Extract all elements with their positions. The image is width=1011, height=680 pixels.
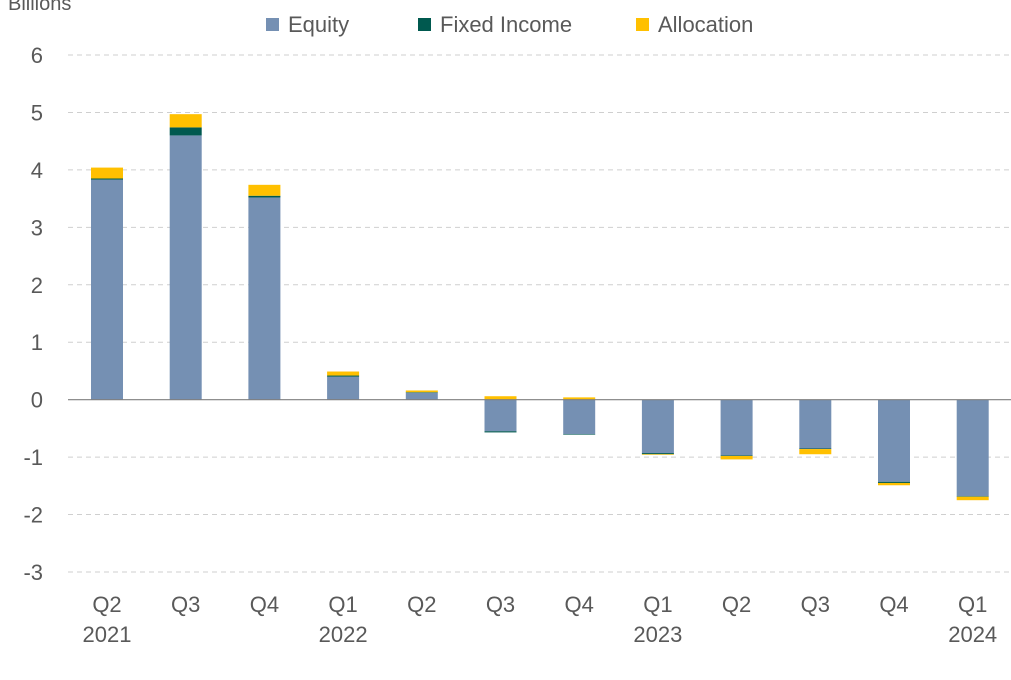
x-tick-label: Q3 (486, 592, 515, 617)
x-tick-label: Q3 (801, 592, 830, 617)
x-tick-label: Q1 (643, 592, 672, 617)
bar-segment (878, 481, 910, 483)
y-tick-label: 5 (31, 100, 43, 125)
bar-segment (91, 167, 123, 179)
bar-segment (956, 496, 989, 501)
bar-segment (91, 178, 123, 180)
x-tick-label: Q2 (407, 592, 436, 617)
y-tick-label: -3 (23, 560, 43, 585)
y-unit-label: Billions (8, 0, 71, 15)
bar-segment (878, 399, 910, 482)
x-tick-label: Q1 (328, 592, 357, 617)
x-year-label: 2022 (319, 622, 368, 647)
bar-segment (327, 375, 360, 377)
bar-segment (799, 449, 832, 455)
bar-segment (799, 399, 832, 449)
bar-segment (405, 390, 438, 393)
bar-segment (641, 453, 674, 455)
x-tick-label: Q1 (958, 592, 987, 617)
bar-segment (484, 431, 517, 433)
bar-segment (248, 197, 281, 400)
bar-segment (484, 396, 517, 400)
x-year-label: 2021 (83, 622, 132, 647)
bar-segment (169, 127, 202, 136)
y-tick-label: -2 (23, 503, 43, 528)
x-tick-label: Q4 (565, 592, 594, 617)
gridlines (68, 54, 1011, 573)
y-tick-label: 3 (31, 215, 43, 240)
x-axis: Q2 2021 Q3 Q4 Q1 2022 Q2 Q3 Q4 Q1 2023 Q2 Q3 Q4 Q1 2024 (83, 592, 998, 647)
legend: Equity Fixed Income Allocation (266, 12, 753, 37)
legend-label: Equity (288, 12, 349, 37)
legend-swatch (418, 18, 431, 31)
x-tick-label: Q3 (171, 592, 200, 617)
y-tick-label: 1 (31, 330, 43, 355)
bar-segment (405, 392, 438, 393)
bar-segment (327, 371, 360, 376)
legend-swatch (636, 18, 649, 31)
y-axis: 6 5 4 3 2 1 0 -1 -2 -3 (23, 43, 43, 585)
bar-segment (169, 114, 202, 128)
y-tick-label: 0 (31, 388, 43, 413)
bar-segment (956, 496, 989, 497)
bars (68, 114, 1011, 501)
bar-segment (956, 399, 989, 497)
bar-segment (327, 376, 360, 400)
bar-segment (563, 434, 596, 435)
bar-segment (405, 392, 438, 400)
legend-label: Fixed Income (440, 12, 572, 37)
x-year-label: 2024 (948, 622, 997, 647)
bar-segment (248, 195, 281, 198)
x-tick-label: Q4 (250, 592, 279, 617)
bar-segment (641, 454, 674, 455)
bar-segment (169, 135, 202, 400)
bar-segment (720, 399, 753, 456)
bar-segment (563, 399, 596, 435)
bar-segment (91, 179, 123, 400)
bar-segment (563, 397, 596, 400)
bar-segment (641, 399, 674, 454)
y-tick-label: 2 (31, 273, 43, 298)
x-tick-label: Q2 (92, 592, 121, 617)
legend-swatch (266, 18, 279, 31)
bar-segment (720, 455, 753, 460)
bar-segment (484, 399, 517, 432)
x-tick-label: Q4 (879, 592, 908, 617)
y-tick-label: -1 (23, 445, 43, 470)
y-tick-label: 6 (31, 43, 43, 68)
x-year-label: 2023 (633, 622, 682, 647)
y-tick-label: 4 (31, 158, 43, 183)
bar-segment (720, 455, 753, 456)
bar-segment (799, 448, 832, 450)
bar-segment (878, 482, 910, 486)
bar-segment (248, 184, 281, 196)
x-tick-label: Q2 (722, 592, 751, 617)
legend-label: Allocation (658, 12, 753, 37)
